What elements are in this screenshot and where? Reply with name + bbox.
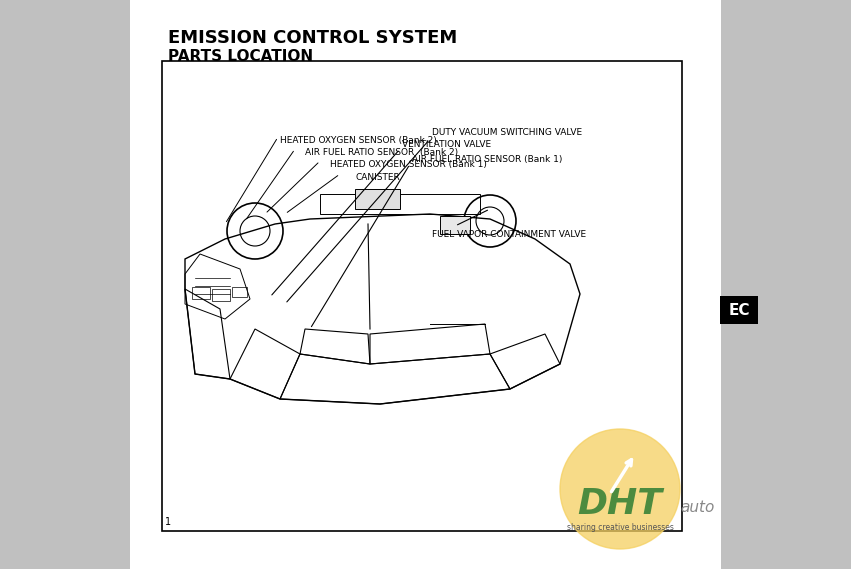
Bar — [232, 287, 247, 297]
Text: 1: 1 — [165, 517, 171, 527]
Text: sharing creative businesses: sharing creative businesses — [567, 522, 673, 531]
Text: auto: auto — [680, 500, 714, 514]
Text: PARTS LOCATION: PARTS LOCATION — [168, 49, 313, 64]
Text: VENTILATION VALVE: VENTILATION VALVE — [402, 140, 491, 149]
Text: AIR FUEL RATIO SENSOR (Bank 1): AIR FUEL RATIO SENSOR (Bank 1) — [412, 155, 563, 164]
Text: EC: EC — [728, 303, 750, 318]
Bar — [720, 296, 758, 324]
Bar — [355, 189, 400, 209]
Bar — [440, 216, 470, 234]
Text: HEATED OXYGEN SENSOR (Bank 1): HEATED OXYGEN SENSOR (Bank 1) — [330, 160, 487, 169]
Text: EMISSION CONTROL SYSTEM: EMISSION CONTROL SYSTEM — [168, 29, 457, 47]
Text: AIR FUEL RATIO SENSOR  (Bank 2): AIR FUEL RATIO SENSOR (Bank 2) — [305, 148, 458, 157]
Bar — [162, 61, 682, 531]
Text: CANISTER: CANISTER — [355, 173, 400, 182]
Circle shape — [560, 429, 680, 549]
Text: HEATED OXYGEN SENSOR (Bank 2): HEATED OXYGEN SENSOR (Bank 2) — [280, 136, 437, 145]
Text: DUTY VACUUM SWITCHING VALVE: DUTY VACUUM SWITCHING VALVE — [432, 128, 582, 137]
Bar — [212, 289, 230, 301]
Text: FUEL VAPOR CONTAINMENT VALVE: FUEL VAPOR CONTAINMENT VALVE — [432, 230, 586, 239]
Bar — [192, 287, 210, 299]
Bar — [130, 0, 721, 569]
Text: DHT: DHT — [578, 487, 662, 521]
